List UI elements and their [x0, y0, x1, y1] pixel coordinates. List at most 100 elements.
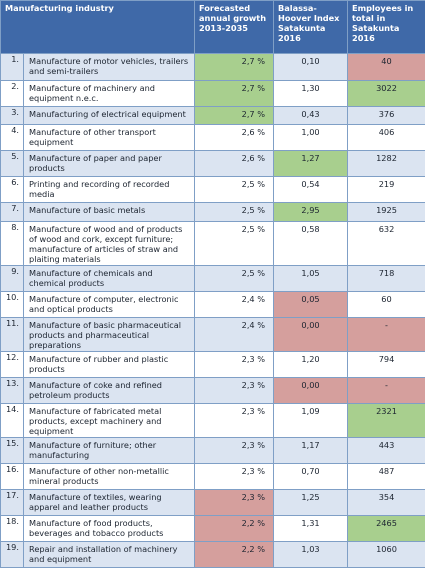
row-number: 18. — [0, 515, 24, 542]
employees-cell: 2321 — [347, 403, 425, 438]
balassa-cell: 0,58 — [273, 221, 349, 266]
employees-cell: - — [347, 317, 425, 352]
employees-cell: 354 — [347, 489, 425, 516]
table-row: 2. Manufacture of machinery and equipment… — [0, 80, 425, 107]
industry-cell: Repair and installation of machinery and… — [22, 541, 196, 568]
industry-cell: Manufacture of basic pharmaceutical prod… — [22, 317, 196, 352]
growth-cell: 2,7 % — [194, 106, 275, 125]
industry-cell: Manufacture of machinery and equipment n… — [22, 80, 196, 107]
table-row: 9. Manufacture of chemicals and chemical … — [0, 265, 425, 292]
industry-cell: Manufacture of motor vehicles, trailers … — [22, 53, 196, 81]
employees-cell: 794 — [347, 351, 425, 378]
balassa-cell: 1,30 — [273, 80, 349, 107]
balassa-cell: 1,09 — [273, 403, 349, 438]
table-row: 6. Printing and recording of recorded med… — [0, 176, 425, 203]
employees-cell: 376 — [347, 106, 425, 125]
balassa-cell: 0,54 — [273, 176, 349, 203]
employees-cell: 219 — [347, 176, 425, 203]
header-balassa: Balassa-Hoover Index Satakunta 2016 — [273, 0, 349, 54]
growth-cell: 2,3 % — [194, 403, 275, 438]
row-number: 3. — [0, 106, 24, 125]
table-row: 15. Manufacture of furniture; other manuf… — [0, 437, 425, 464]
row-number: 7. — [0, 202, 24, 222]
growth-cell: 2,2 % — [194, 515, 275, 542]
growth-cell: 2,2 % — [194, 541, 275, 568]
table-row: 11. Manufacture of basic pharmaceutical p… — [0, 317, 425, 352]
growth-cell: 2,4 % — [194, 317, 275, 352]
balassa-cell: 1,31 — [273, 515, 349, 542]
row-number: 5. — [0, 150, 24, 177]
industry-cell: Printing and recording of recorded media — [22, 176, 196, 203]
employees-cell: 406 — [347, 124, 425, 151]
industry-cell: Manufacture of paper and paper products — [22, 150, 196, 177]
table-row: 18. Manufacture of food products, beverag… — [0, 515, 425, 542]
balassa-cell: 1,20 — [273, 351, 349, 378]
balassa-cell: 0,00 — [273, 317, 349, 352]
header-row: Manufacturing industry Forecasted annual… — [0, 0, 425, 54]
table-row: 19. Repair and installation of machinery … — [0, 541, 425, 568]
industry-cell: Manufacture of food products, beverages … — [22, 515, 196, 542]
table-row: 16. Manufacture of other non-metallic min… — [0, 463, 425, 490]
row-number: 1. — [0, 53, 24, 81]
industry-cell: Manufacture of rubber and plastic produc… — [22, 351, 196, 378]
employees-cell: 632 — [347, 221, 425, 266]
industry-cell: Manufacture of furniture; other manufact… — [22, 437, 196, 464]
industry-cell: Manufacture of basic metals — [22, 202, 196, 222]
table-row: 1. Manufacture of motor vehicles, trailer… — [0, 53, 425, 81]
row-number: 2. — [0, 80, 24, 107]
industry-cell: Manufacture of computer, electronic and … — [22, 291, 196, 318]
table-row: 8. Manufacture of wood and of products of… — [0, 221, 425, 266]
employees-cell: 487 — [347, 463, 425, 490]
growth-cell: 2,3 % — [194, 351, 275, 378]
industry-cell: Manufacture of fabricated metal products… — [22, 403, 196, 438]
balassa-cell: 1,25 — [273, 489, 349, 516]
growth-cell: 2,3 % — [194, 377, 275, 404]
balassa-cell: 0,70 — [273, 463, 349, 490]
growth-cell: 2,3 % — [194, 437, 275, 464]
row-number: 15. — [0, 437, 24, 464]
balassa-cell: 1,03 — [273, 541, 349, 568]
industry-cell: Manufacture of chemicals and chemical pr… — [22, 265, 196, 292]
industry-cell: Manufacture of textiles, wearing apparel… — [22, 489, 196, 516]
row-number: 8. — [0, 221, 24, 266]
balassa-cell: 0,43 — [273, 106, 349, 125]
row-number: 14. — [0, 403, 24, 438]
table-row: 3. Manufacturing of electrical equipment 2… — [0, 106, 425, 125]
table-row: 13. Manufacture of coke and refined petro… — [0, 377, 425, 404]
balassa-cell: 0,05 — [273, 291, 349, 318]
row-number: 12. — [0, 351, 24, 378]
row-number: 19. — [0, 541, 24, 568]
table-row: 17. Manufacture of textiles, wearing appa… — [0, 489, 425, 516]
industry-cell: Manufacture of wood and of products of w… — [22, 221, 196, 266]
growth-cell: 2,3 % — [194, 489, 275, 516]
employees-cell: 1282 — [347, 150, 425, 177]
balassa-cell: 1,27 — [273, 150, 349, 177]
row-number: 13. — [0, 377, 24, 404]
growth-cell: 2,5 % — [194, 202, 275, 222]
table-row: 14. Manufacture of fabricated metal produ… — [0, 403, 425, 438]
table-row: 4. Manufacture of other transport equipme… — [0, 124, 425, 151]
growth-cell: 2,5 % — [194, 176, 275, 203]
header-growth: Forecasted annual growth 2013-2035 — [194, 0, 275, 54]
growth-cell: 2,6 % — [194, 150, 275, 177]
growth-cell: 2,5 % — [194, 221, 275, 266]
header-industry: Manufacturing industry — [0, 0, 196, 54]
balassa-cell: 0,00 — [273, 377, 349, 404]
industry-cell: Manufacture of other non-metallic minera… — [22, 463, 196, 490]
growth-cell: 2,5 % — [194, 265, 275, 292]
table-row: 5. Manufacture of paper and paper product… — [0, 150, 425, 177]
balassa-cell: 2,95 — [273, 202, 349, 222]
balassa-cell: 1,00 — [273, 124, 349, 151]
table-row: 10. Manufacture of computer, electronic a… — [0, 291, 425, 318]
employees-cell: 40 — [347, 53, 425, 81]
employees-cell: 718 — [347, 265, 425, 292]
balassa-cell: 0,10 — [273, 53, 349, 81]
growth-cell: 2,3 % — [194, 463, 275, 490]
employees-cell: 2465 — [347, 515, 425, 542]
row-number: 16. — [0, 463, 24, 490]
row-number: 6. — [0, 176, 24, 203]
growth-cell: 2,4 % — [194, 291, 275, 318]
row-number: 9. — [0, 265, 24, 292]
row-number: 11. — [0, 317, 24, 352]
row-number: 4. — [0, 124, 24, 151]
